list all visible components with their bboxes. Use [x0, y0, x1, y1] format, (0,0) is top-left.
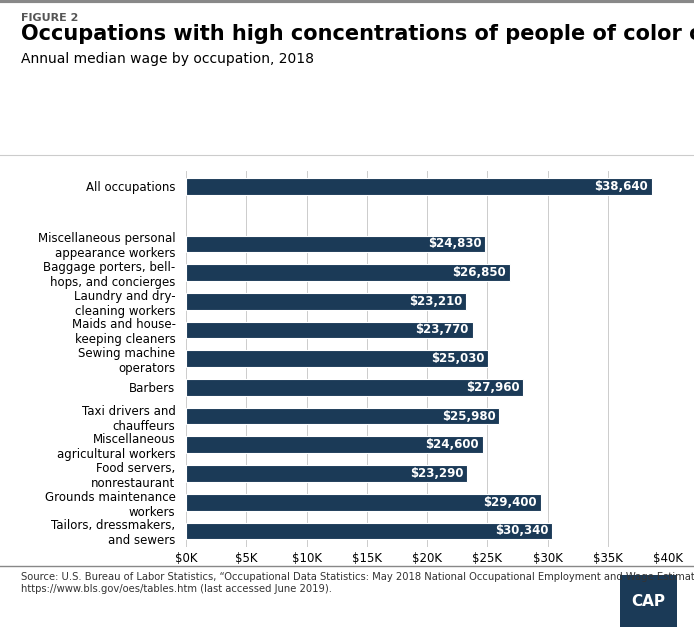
Text: $30,340: $30,340 — [495, 525, 548, 537]
Text: FIGURE 2: FIGURE 2 — [21, 13, 78, 23]
Bar — [186, 465, 467, 482]
Text: $29,400: $29,400 — [483, 495, 537, 509]
Bar — [186, 293, 466, 310]
Bar — [186, 494, 541, 511]
Bar — [186, 264, 510, 281]
Text: CAP: CAP — [632, 593, 665, 609]
Text: Occupations with high concentrations of people of color often pay less: Occupations with high concentrations of … — [21, 24, 694, 44]
Text: $24,600: $24,600 — [425, 438, 479, 451]
Bar — [186, 523, 552, 539]
Text: Annual median wage by occupation, 2018: Annual median wage by occupation, 2018 — [21, 52, 314, 66]
Bar — [186, 379, 523, 396]
Text: $38,640: $38,640 — [595, 180, 648, 193]
Text: $25,030: $25,030 — [431, 352, 484, 365]
Bar — [186, 437, 482, 453]
Bar — [186, 236, 485, 252]
Bar — [186, 178, 652, 195]
Text: Source: U.S. Bureau of Labor Statistics, “Occupational Data Statistics: May 2018: Source: U.S. Bureau of Labor Statistics,… — [21, 572, 694, 593]
Text: $23,290: $23,290 — [409, 467, 463, 480]
Text: $27,960: $27,960 — [466, 381, 520, 394]
Text: $26,850: $26,850 — [452, 266, 506, 279]
Bar — [186, 408, 499, 425]
Text: $25,980: $25,980 — [442, 410, 496, 423]
Text: $23,210: $23,210 — [409, 295, 462, 308]
Bar — [186, 350, 488, 367]
Text: $23,770: $23,770 — [416, 324, 469, 336]
Text: $24,830: $24,830 — [428, 238, 482, 250]
Bar — [186, 322, 473, 338]
